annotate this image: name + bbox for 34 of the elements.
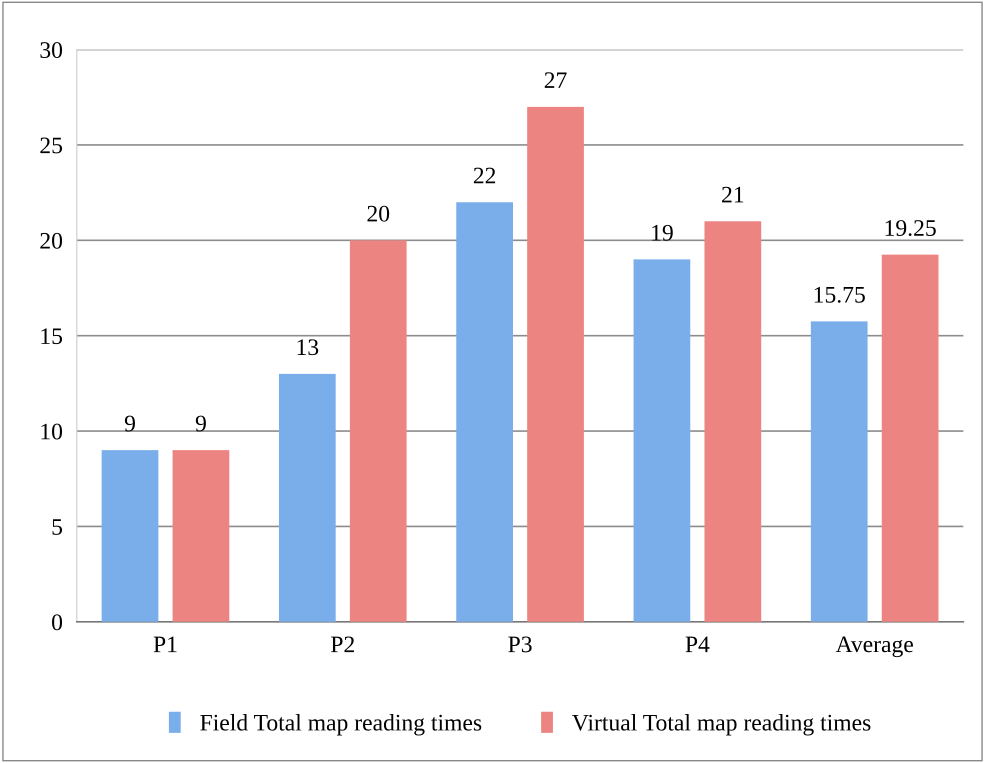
y-tick-label: 25 (40, 138, 62, 154)
x-tick-label: Average (836, 636, 913, 658)
data-label: 9 (196, 416, 206, 432)
y-tick-label: 30 (40, 42, 62, 58)
data-label: 15.75 (814, 286, 865, 303)
legend-label: Field Total map reading times (200, 714, 482, 736)
bar (527, 106, 584, 622)
x-tick-label: P1 (154, 636, 177, 652)
bar (634, 259, 690, 622)
bar (456, 202, 513, 622)
bar (704, 221, 762, 622)
bar (278, 374, 336, 622)
data-label: 13 (298, 339, 318, 356)
legend-label: Virtual Total map reading times (572, 714, 870, 736)
bar (172, 450, 230, 622)
y-tick-label: 15 (41, 328, 62, 344)
x-tick-label: P3 (508, 636, 532, 652)
data-label: 27 (544, 72, 567, 88)
data-label: 19.25 (886, 220, 936, 236)
bar (882, 254, 939, 622)
data-label: 19 (652, 224, 673, 241)
y-tick-label: 20 (40, 232, 62, 249)
data-label: 20 (367, 206, 390, 222)
data-label: 22 (474, 168, 496, 184)
y-tick-label: 5 (52, 519, 62, 535)
bar (102, 450, 158, 622)
y-tick-label: 10 (41, 424, 62, 440)
bar (810, 321, 868, 622)
x-tick-label: P2 (330, 636, 354, 652)
bar (350, 240, 407, 622)
data-label: 9 (124, 416, 135, 432)
x-tick-label: P4 (686, 636, 710, 652)
data-label: 21 (722, 186, 744, 202)
y-tick-label: 0 (52, 614, 62, 630)
